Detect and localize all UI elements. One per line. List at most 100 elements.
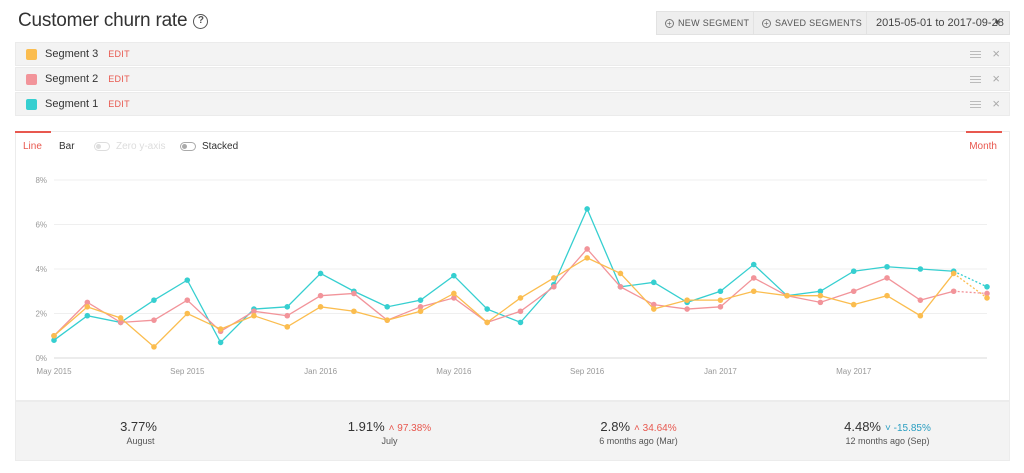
series-line [53,257,955,348]
stat-change: ˄ 97.38% [388,423,432,434]
new-segment-label: NEW SEGMENT [678,18,750,28]
data-point [151,344,157,350]
page-title: Customer churn rate ? [18,10,209,32]
tab-line-underline [15,131,51,133]
data-point [384,304,391,310]
zero-y-axis-toggle[interactable] [94,142,110,151]
series-partial-line [953,272,988,299]
data-point [617,270,624,277]
data-point [584,255,590,261]
date-range-picker[interactable]: 2015-05-01 to 2017-09-28 ▼ [866,11,1010,35]
data-point [417,308,424,315]
data-point [817,299,824,306]
data-point [884,275,890,281]
data-point [51,337,57,344]
data-point [251,312,257,319]
tab-month-underline [966,131,1002,133]
tab-bar[interactable]: Bar [59,141,75,152]
data-point [717,304,724,310]
close-icon[interactable]: × [992,71,1000,86]
data-point [317,270,324,277]
new-segment-button[interactable]: + NEW SEGMENT [656,11,759,35]
data-point [351,290,357,297]
data-point [117,319,124,326]
saved-segments-button[interactable]: + SAVED SEGMENTS [753,11,872,35]
help-icon[interactable]: ? [193,13,209,29]
data-point [317,304,324,310]
data-point [884,292,890,299]
stat-card: 4.48% ˅ -15.85% 12 months ago (Sep) [763,402,1012,462]
segment-name: Segment 2 [45,73,99,85]
data-point [817,288,824,295]
data-point [84,299,91,306]
chart-panel: Line Bar Zero y-axis Stacked Month [15,131,1010,401]
segment-name: Segment 3 [45,48,99,60]
data-point [817,292,824,299]
stat-label: July [381,436,398,446]
x-tick-label: May 2017 [836,367,872,376]
segment-edit-link[interactable]: EDIT [108,74,130,84]
x-tick-label: May 2015 [36,367,72,376]
data-point [850,268,857,275]
stat-change: ˄ 34.64% [634,423,677,434]
tab-line[interactable]: Line [23,141,42,152]
segment-row[interactable]: Segment 1 EDIT × [15,92,1010,116]
y-tick-label: 8% [35,176,47,185]
segment-edit-link[interactable]: EDIT [108,49,130,59]
data-point [451,272,457,279]
data-point [917,312,924,319]
data-point [251,308,257,315]
page-title-text: Customer churn rate [18,10,188,31]
segment-row[interactable]: Segment 2 EDIT × [15,67,1010,91]
data-point [451,290,457,297]
tab-month[interactable]: Month [969,141,997,152]
drag-handle-icon[interactable] [970,101,981,108]
data-point [284,312,291,319]
stat-card: 3.77% August [16,402,265,462]
data-point [684,297,690,303]
drag-handle-icon[interactable] [970,76,981,83]
data-point [884,263,890,270]
data-point [151,297,157,303]
x-tick-label: May 2016 [436,367,472,376]
segment-color-swatch [26,73,37,85]
segment-color-swatch [26,48,37,60]
segment-edit-link[interactable]: EDIT [108,99,130,109]
segment-name: Segment 1 [45,98,99,110]
data-point [650,306,657,312]
close-icon[interactable]: × [992,46,1000,61]
data-point [384,317,391,323]
zero-y-axis-label: Zero y-axis [116,141,166,152]
date-range-label: 2015-05-01 to 2017-09-28 [876,17,1004,29]
data-point [650,301,657,308]
data-point [584,246,590,252]
y-tick-label: 6% [35,221,47,230]
series-partial-line [953,290,988,295]
plus-circle-icon: + [665,18,674,28]
y-tick-label: 2% [35,310,47,319]
data-point [84,304,91,310]
data-point [417,304,424,310]
data-point [850,301,857,308]
drag-handle-icon[interactable] [970,51,981,58]
stat-card: 2.8% ˄ 34.64% 6 months ago (Mar) [514,402,763,462]
stat-label: August [126,436,155,446]
data-point [551,275,557,281]
y-tick-label: 4% [35,265,47,274]
data-point [850,288,857,295]
stacked-toggle[interactable] [180,142,196,151]
segment-row[interactable]: Segment 3 EDIT × [15,42,1010,66]
data-point [950,288,957,295]
data-point [184,277,191,283]
plus-circle-icon: + [762,18,771,28]
data-point [517,308,524,315]
stat-label: 6 months ago (Mar) [599,436,678,446]
data-point [284,304,291,310]
stat-value: 3.77% [120,419,157,434]
data-point [950,270,957,277]
series-partial-line [953,270,988,288]
saved-segments-label: SAVED SEGMENTS [775,18,863,28]
close-icon[interactable]: × [992,96,1000,111]
data-point [317,292,324,299]
stat-label: 12 months ago (Sep) [845,436,930,446]
